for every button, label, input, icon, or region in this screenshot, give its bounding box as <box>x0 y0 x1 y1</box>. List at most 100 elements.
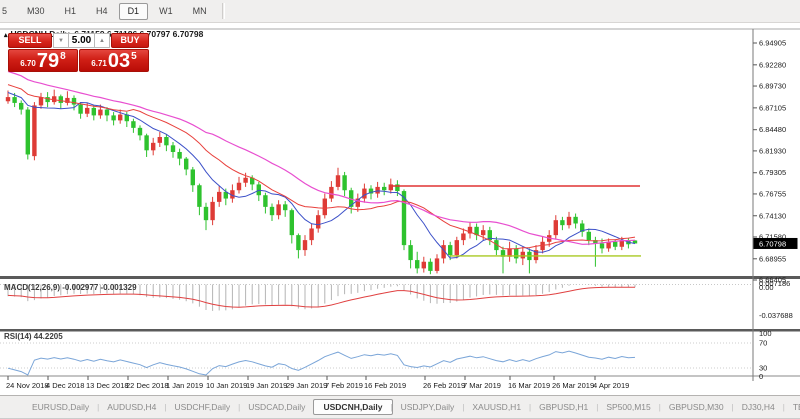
candle-body <box>45 97 50 103</box>
candle-body <box>401 191 407 246</box>
timeframe-button-H4[interactable]: H4 <box>96 5 108 16</box>
volume-decrease-button[interactable]: ▼ <box>53 33 69 48</box>
candle-body <box>507 248 512 257</box>
time-axis-label: 16 Mar 2019 <box>508 381 550 390</box>
timeframe-button-H1[interactable]: H1 <box>64 5 77 16</box>
candle-body <box>533 250 539 261</box>
tab-separator: | <box>390 402 393 412</box>
candle-body <box>322 198 327 216</box>
ma-mid-line <box>7 84 636 250</box>
volume-increase-button[interactable]: ▲ <box>94 33 110 48</box>
macd-axis-min-label: -0.037688 <box>759 311 793 320</box>
timeframe-button-W1[interactable]: W1 <box>159 5 173 16</box>
time-axis-label: 19 Jan 2019 <box>246 381 287 390</box>
chart-tab-usdchf-daily[interactable]: USDCHF,Daily <box>174 401 231 412</box>
candle-body <box>593 240 598 244</box>
candle-body <box>302 240 308 251</box>
timeframe-toolbar: 5 M30 H1 H4 D1 W1 MN <box>0 0 800 23</box>
time-axis-label: 7 Mar 2019 <box>463 381 501 390</box>
ma-fast-line <box>7 92 636 259</box>
time-axis-label: 1 Jan 2019 <box>166 381 203 390</box>
tab-separator: | <box>731 402 734 412</box>
buy-price-pips: 03 <box>107 50 131 72</box>
timeframe-button-D1[interactable]: D1 <box>118 2 149 20</box>
buy-button[interactable]: BUY <box>111 33 149 48</box>
toolbar-separator <box>221 3 225 19</box>
candle-body <box>362 188 367 199</box>
tab-separator: | <box>529 402 532 412</box>
sell-price-prefix: 6.70 <box>20 59 36 68</box>
macd-axis-max-label: 0.007186 <box>759 279 790 288</box>
time-axis-label: 22 Dec 2018 <box>126 381 169 390</box>
candle-body <box>296 235 301 251</box>
candle-body <box>514 248 519 259</box>
candle-body <box>606 241 611 249</box>
candle-body <box>428 261 433 271</box>
collapse-arrow-icon[interactable]: ▴ <box>4 32 8 39</box>
candle-body <box>421 261 426 269</box>
candle-body <box>250 177 255 185</box>
price-chart-canvas[interactable]: 6.94905 6.92280 6.89730 6.87105 6.84480 6.819… <box>0 0 800 395</box>
timeframe-button-M30[interactable]: M30 <box>27 5 45 16</box>
timeframe-button-MN[interactable]: MN <box>192 5 207 16</box>
candle-body <box>309 228 314 241</box>
price-axis-label: 6.76755 <box>759 189 786 198</box>
chart-tabs: EURUSD,Daily | AUDUSD,H4 | USDCHF,Daily | USDC… <box>22 398 800 416</box>
time-axis-label: 16 Feb 2019 <box>364 381 406 390</box>
candle-body <box>104 109 110 116</box>
candle-body <box>487 230 492 241</box>
chart-tab-usdjpy-daily[interactable]: USDJPY,Daily <box>400 401 455 412</box>
price-axis-label: 6.87105 <box>759 103 786 112</box>
candle-body <box>289 210 294 236</box>
rsi-axis-label: 100 <box>759 329 772 338</box>
candle-body <box>382 186 387 191</box>
candle-body <box>118 114 123 121</box>
candle-body <box>98 109 103 116</box>
tab-separator: | <box>658 402 661 412</box>
chart-tab-usdcnh-daily[interactable]: USDCNH,Daily <box>313 398 393 416</box>
tab-separator: | <box>164 402 167 412</box>
chart-tab-xauusd-h1[interactable]: XAUUSD,H1 <box>472 401 522 412</box>
panel-splitter-macd <box>0 276 800 279</box>
chart-tab-eurusd-daily[interactable]: EURUSD,Daily <box>32 401 90 412</box>
sell-button[interactable]: SELL <box>8 33 52 48</box>
buy-price-point: 5 <box>131 51 137 62</box>
candle-body <box>111 115 116 121</box>
price-axis-label: 6.84480 <box>759 125 786 134</box>
price-axis-label: 6.81930 <box>759 146 786 155</box>
chart-tab-dj30-h4[interactable]: DJ30,H4 <box>741 401 775 412</box>
candle-body <box>71 97 77 105</box>
sell-price-panel[interactable]: 6.70 79 8 <box>8 49 78 72</box>
candle-body <box>474 226 479 236</box>
candle-body <box>368 188 374 194</box>
volume-input[interactable]: 5.00 <box>69 33 94 48</box>
candle-body <box>329 186 334 199</box>
chart-tab-tech100-h1[interactable]: TECH100,H1 <box>792 401 800 412</box>
buy-price-panel[interactable]: 6.71 03 5 <box>79 49 149 72</box>
chart-tab-sp500-m15[interactable]: SP500,M15 <box>606 401 651 412</box>
price-axis-label: 6.79305 <box>759 168 786 177</box>
chart-tab-gbpusd-m30[interactable]: GBPUSD,M30 <box>668 401 724 412</box>
rsi-indicator-label: RSI(14) 44.2205 <box>4 332 63 341</box>
candle-body <box>520 251 525 259</box>
candle-body <box>408 245 413 261</box>
chart-tab-usdcad-daily[interactable]: USDCAD,Daily <box>248 401 306 412</box>
candle-body <box>599 243 605 249</box>
candle-body <box>355 198 360 207</box>
candle-body <box>613 241 618 247</box>
candle-body <box>190 169 195 186</box>
time-axis-label: 4 Dec 2018 <box>46 381 84 390</box>
candle-body <box>375 186 380 194</box>
candle-body <box>461 233 466 241</box>
candle-body <box>151 142 156 151</box>
candle-body <box>263 195 268 207</box>
macd-axis-zero-label: 0.00 <box>759 283 774 292</box>
rsi-axis-label: 70 <box>759 339 767 348</box>
candle-body <box>137 127 143 136</box>
timeframe-button-5[interactable]: 5 <box>2 5 8 16</box>
one-click-trading-widget: SELL ▼ 5.00 ▲ BUY 6.70 79 8 6.71 03 5 <box>8 33 149 72</box>
candle-body <box>223 191 228 199</box>
chart-tab-gbpusd-h1[interactable]: GBPUSD,H1 <box>539 401 589 412</box>
candle-body <box>349 190 354 207</box>
chart-tab-audusd-h4[interactable]: AUDUSD,H4 <box>107 401 157 412</box>
